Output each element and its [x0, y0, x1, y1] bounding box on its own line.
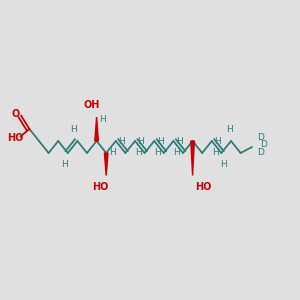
- Text: H: H: [154, 148, 161, 157]
- Text: H: H: [138, 137, 144, 146]
- Text: H: H: [135, 148, 142, 157]
- Text: H: H: [212, 148, 219, 157]
- Text: D: D: [260, 140, 267, 149]
- Text: H: H: [118, 137, 125, 146]
- Polygon shape: [95, 117, 98, 141]
- Text: OH: OH: [83, 100, 99, 110]
- Text: H: H: [61, 160, 68, 169]
- Text: H: H: [176, 137, 183, 146]
- Polygon shape: [104, 153, 108, 176]
- Text: H: H: [226, 125, 233, 134]
- Text: D: D: [257, 148, 264, 157]
- Text: H: H: [214, 137, 221, 146]
- Text: H: H: [220, 160, 227, 169]
- Text: H: H: [99, 115, 106, 124]
- Text: H: H: [109, 148, 116, 157]
- Text: HO: HO: [7, 133, 23, 143]
- Polygon shape: [191, 141, 194, 176]
- Text: HO: HO: [195, 182, 211, 192]
- Text: H: H: [70, 125, 77, 134]
- Text: D: D: [257, 134, 264, 142]
- Text: H: H: [174, 148, 180, 157]
- Text: H: H: [157, 137, 164, 146]
- Text: HO: HO: [93, 182, 109, 192]
- Text: O: O: [11, 109, 20, 119]
